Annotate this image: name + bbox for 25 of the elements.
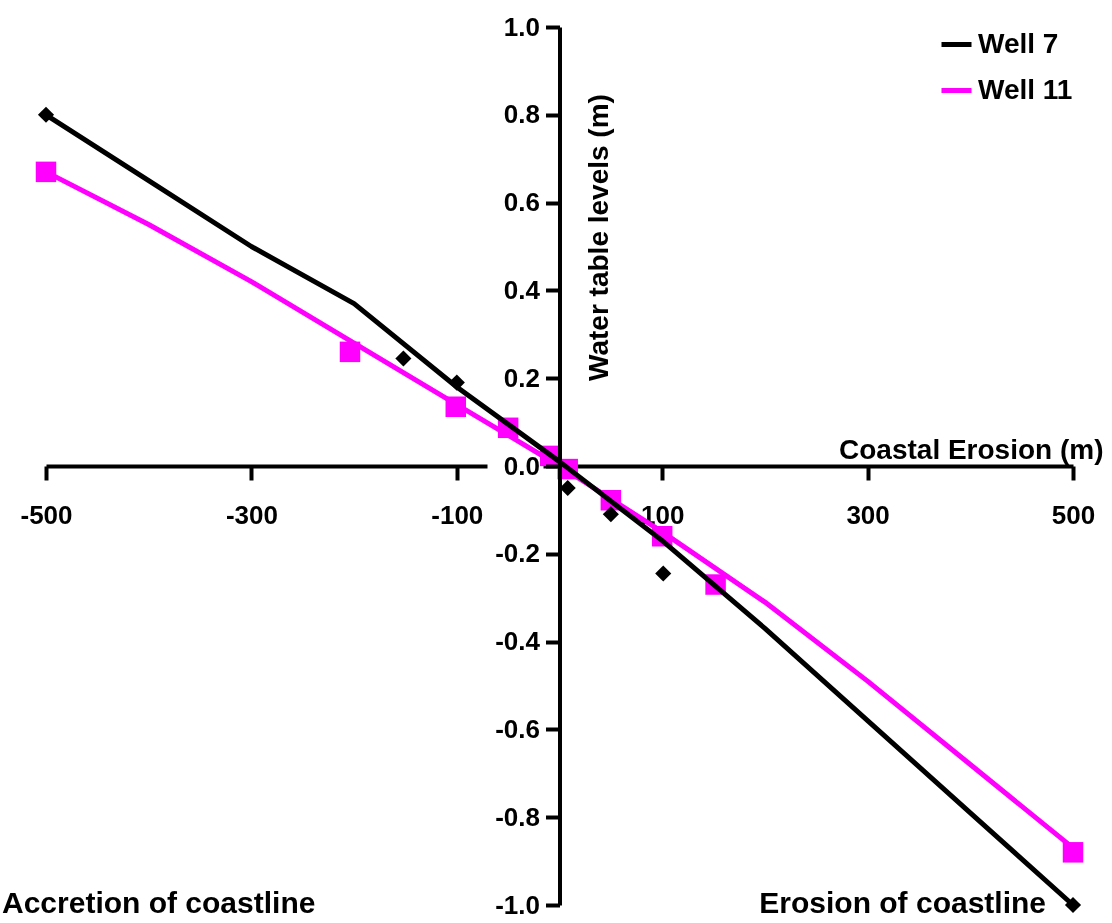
point (395, 350, 412, 367)
y-tick-label: -0.2 (495, 538, 540, 569)
y-tick-label: -1.0 (495, 889, 540, 920)
y-tick-label: -0.4 (495, 626, 541, 657)
y-tick-label: 0.4 (503, 274, 541, 305)
y-tick-label: 0.6 (503, 187, 540, 218)
x-axis-title: Coastal Erosion (m) (839, 433, 1104, 465)
y-tick-label: 0.2 (503, 362, 540, 393)
y-tick-label: 1.0 (503, 11, 540, 42)
annotation: Accretion of coastline (2, 886, 316, 919)
y-tick-label: -0.8 (495, 801, 540, 832)
legend-label: Well 11 (978, 73, 1073, 105)
y-axis-title: Water table levels (m) (583, 94, 614, 381)
x-tick-label: -500 (20, 499, 73, 530)
x-tick-label: 300 (846, 499, 890, 530)
x-tick-label: 500 (1051, 499, 1096, 530)
point (602, 506, 619, 523)
x-tick-label: -100 (431, 499, 484, 530)
y-tick-label: 0.0 (503, 450, 540, 481)
point (655, 565, 672, 582)
annotation: Erosion of coastline (759, 886, 1046, 919)
y-tick-label: -0.6 (495, 713, 540, 744)
x-tick-label: -300 (225, 499, 278, 530)
y-tick-label: 0.8 (503, 99, 540, 130)
legend-label: Well 7 (978, 27, 1059, 59)
